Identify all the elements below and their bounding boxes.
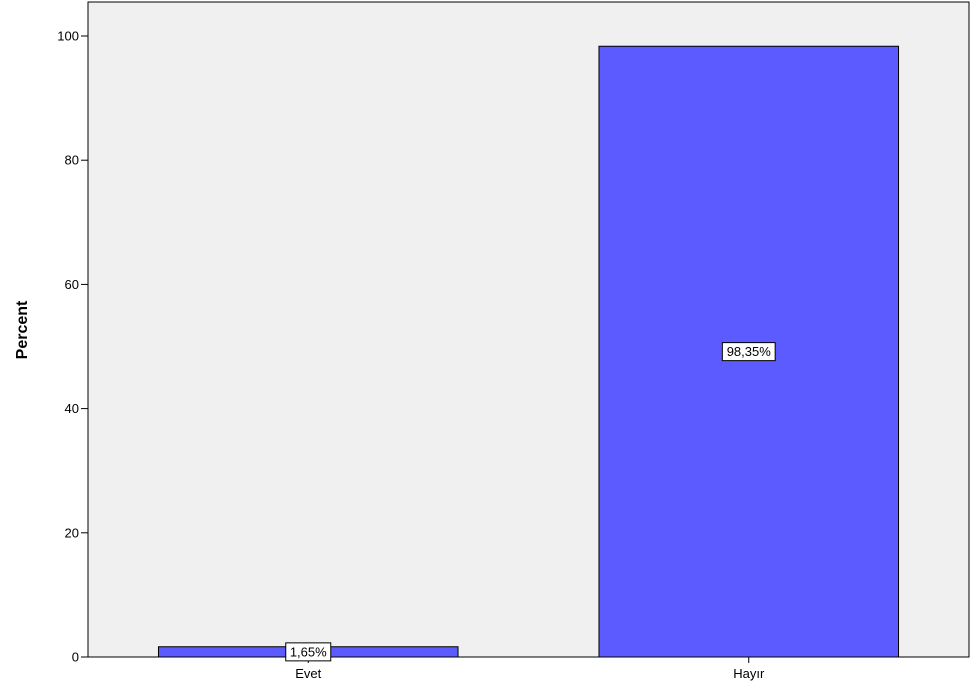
y-tick-label: 20: [65, 525, 79, 540]
y-axis-title: Percent: [14, 300, 31, 359]
x-tick-label: Evet: [295, 666, 321, 681]
data-label: 98,35%: [727, 344, 772, 359]
x-axis: Evet Hayır: [295, 657, 765, 681]
data-label-box: [721, 342, 776, 362]
data-label-box: [285, 642, 332, 662]
x-tick-label: Hayır: [733, 666, 765, 681]
y-tick-label: 40: [65, 401, 79, 416]
data-labels: 1,65% 98,35%: [285, 342, 776, 662]
y-axis: 0 20 40 60 80 100: [57, 29, 88, 665]
y-tick-label: 80: [65, 153, 79, 168]
y-tick-label: 0: [72, 650, 79, 665]
y-tick-label: 100: [57, 29, 79, 44]
y-tick-label: 60: [65, 277, 79, 292]
data-label: 1,65%: [290, 644, 327, 659]
